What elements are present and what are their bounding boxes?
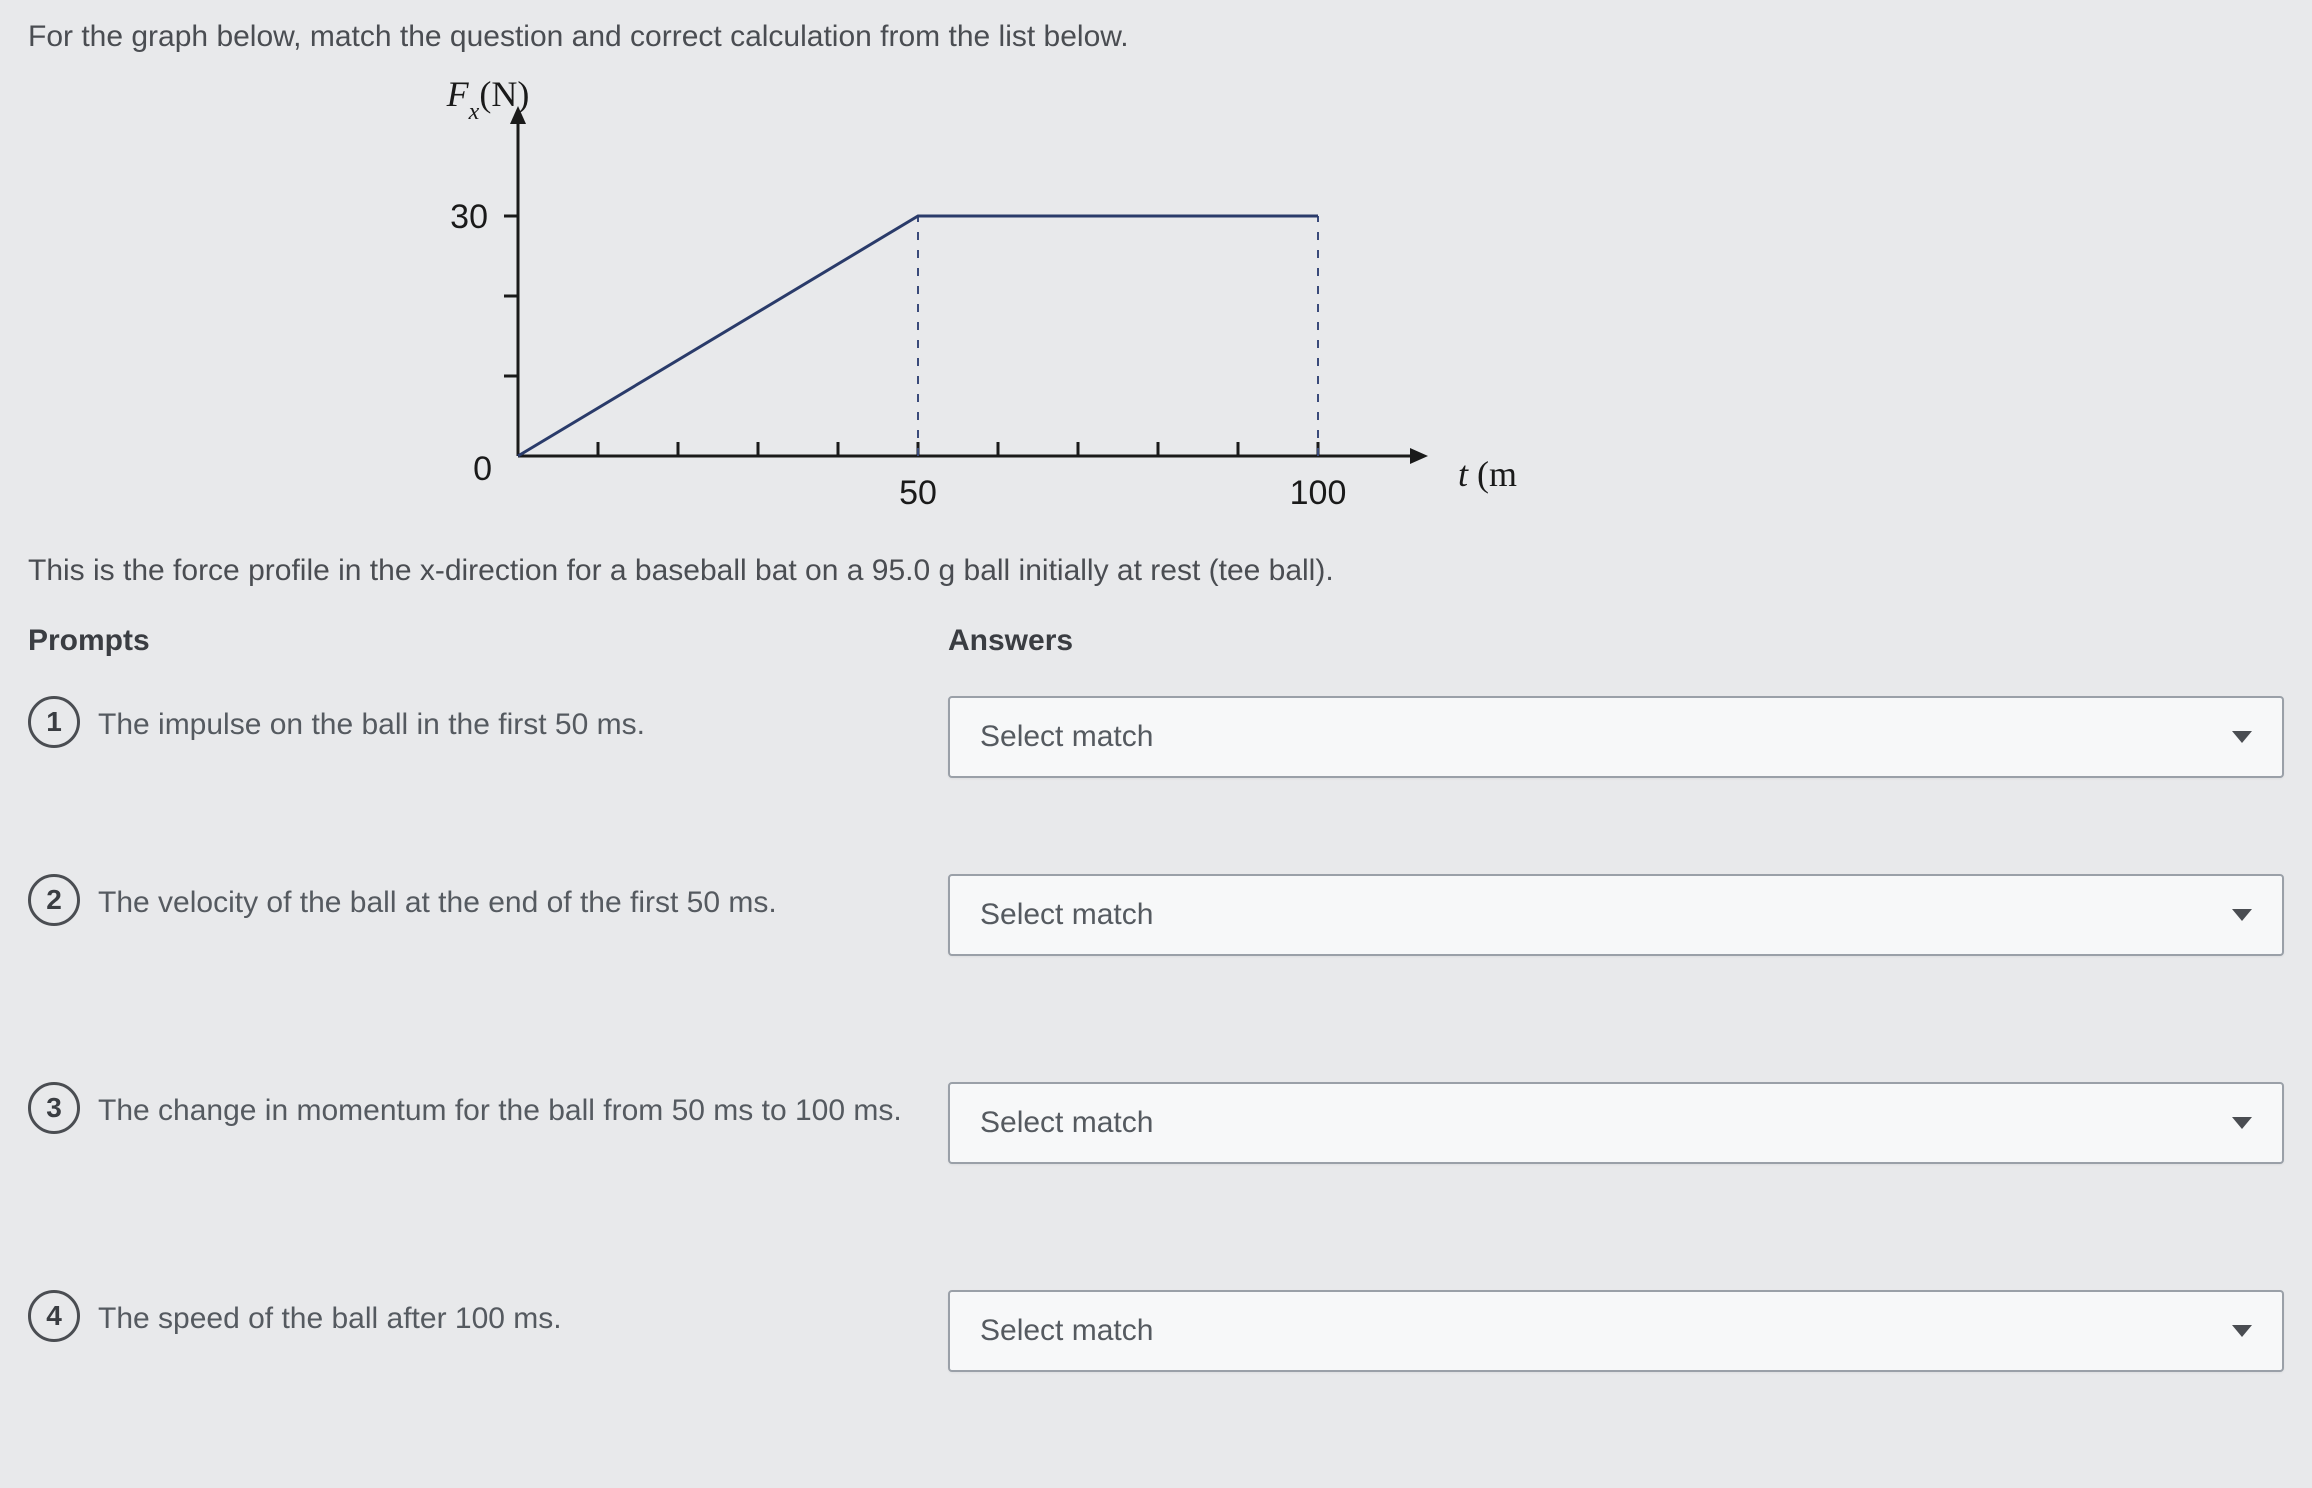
chart-caption: This is the force profile in the x-direc… [28, 554, 2284, 588]
prompt-text: The impulse on the ball in the first 50 … [98, 696, 645, 749]
svg-text:30: 30 [450, 198, 488, 236]
prompt-number-badge: 3 [28, 1082, 80, 1134]
select-placeholder: Select match [980, 898, 1153, 932]
prompts-column: Prompts 1 The impulse on the ball in the… [28, 624, 908, 1468]
instruction-text: For the graph below, match the question … [28, 20, 2284, 54]
select-match-dropdown[interactable]: Select match [948, 1290, 2284, 1372]
chevron-down-icon [2232, 909, 2252, 921]
svg-text:0: 0 [473, 450, 492, 488]
prompt-number-badge: 1 [28, 696, 80, 748]
prompts-answers-grid: Prompts 1 The impulse on the ball in the… [28, 624, 2284, 1468]
svg-text:50: 50 [899, 474, 937, 512]
answer-row: Select match [948, 1290, 2284, 1420]
answer-row: Select match [948, 874, 2284, 1034]
answer-row: Select match [948, 1082, 2284, 1242]
prompt-text: The velocity of the ball at the end of t… [98, 874, 777, 927]
answers-column: Answers Select match Select match Select… [948, 624, 2284, 1468]
prompt-number-badge: 2 [28, 874, 80, 926]
prompt-text: The speed of the ball after 100 ms. [98, 1290, 562, 1343]
select-match-dropdown[interactable]: Select match [948, 874, 2284, 956]
prompt-row: 1 The impulse on the ball in the first 5… [28, 696, 908, 826]
force-time-chart: Fx(N)30050100t (ms) [318, 66, 2284, 536]
svg-text:100: 100 [1290, 474, 1347, 512]
answers-header: Answers [948, 624, 2284, 658]
select-match-dropdown[interactable]: Select match [948, 1082, 2284, 1164]
prompt-row: 4 The speed of the ball after 100 ms. [28, 1290, 908, 1420]
answer-row: Select match [948, 696, 2284, 826]
prompt-text: The change in momentum for the ball from… [98, 1082, 902, 1135]
chevron-down-icon [2232, 1325, 2252, 1337]
prompt-number-badge: 4 [28, 1290, 80, 1342]
chevron-down-icon [2232, 1117, 2252, 1129]
select-match-dropdown[interactable]: Select match [948, 696, 2284, 778]
svg-text:t (ms): t (ms) [1458, 454, 1518, 494]
prompt-row: 3 The change in momentum for the ball fr… [28, 1082, 908, 1242]
select-placeholder: Select match [980, 720, 1153, 754]
prompts-header: Prompts [28, 624, 908, 658]
select-placeholder: Select match [980, 1314, 1153, 1348]
select-placeholder: Select match [980, 1106, 1153, 1140]
chevron-down-icon [2232, 731, 2252, 743]
prompt-row: 2 The velocity of the ball at the end of… [28, 874, 908, 1034]
